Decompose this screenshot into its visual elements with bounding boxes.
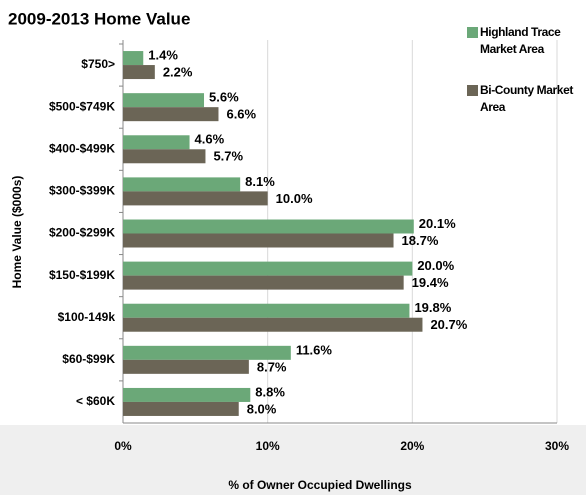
bar [123,51,144,66]
bar [123,233,394,248]
bar [123,93,205,108]
data-label: 19.8% [414,300,451,315]
data-label: 8.1% [245,174,275,189]
bar [123,261,413,276]
data-label: 20.7% [430,317,467,332]
data-label: 11.6% [296,342,333,357]
x-tick-label: 20% [400,439,424,453]
data-label: 5.6% [209,90,239,105]
data-label: 1.4% [148,47,178,62]
bar [123,219,414,234]
data-label: 8.7% [257,359,287,374]
plot-background [0,0,586,425]
legend-swatch [467,27,478,38]
bar [123,401,239,416]
y-tick-label: $400-$499K [49,141,115,155]
x-tick-label: 0% [114,439,132,453]
bar [123,387,251,402]
y-tick-label: $60-$99K [62,352,115,366]
y-tick-label: $100-149k [58,310,116,324]
bar [123,65,155,80]
legend-swatch [467,85,478,96]
bar [123,191,268,206]
chart-title: 2009-2013 Home Value [8,9,190,28]
data-label: 4.6% [195,132,225,147]
data-label: 6.6% [226,107,256,122]
bar [123,359,249,374]
y-tick-label: $150-$199K [49,268,115,282]
bar [123,303,410,318]
y-tick-label: < $60K [76,394,115,408]
data-label: 5.7% [213,149,243,164]
bar [123,275,404,290]
bar [123,317,423,332]
bar [123,107,219,122]
y-tick-label: $300-$399K [49,184,115,198]
y-axis-title: Home Value ($000s) [10,176,24,289]
x-tick-label: 30% [545,439,569,453]
y-tick-label: $200-$299K [49,226,115,240]
x-axis-title: % of Owner Occupied Dwellings [228,478,412,492]
data-label: 20.1% [419,216,456,231]
data-label: 8.0% [247,401,277,416]
data-label: 10.0% [276,191,313,206]
y-tick-label: $750> [81,57,115,71]
data-label: 2.2% [163,64,193,79]
legend-label: Bi-County Market Area [480,83,573,114]
data-label: 18.7% [402,233,439,248]
x-tick-label: 10% [256,439,280,453]
bar [123,345,291,360]
data-label: 19.4% [412,275,449,290]
bar [123,177,241,192]
legend-label: Highland Trace Market Area [480,25,561,56]
data-label: 20.0% [417,258,454,273]
bar [123,149,206,164]
bar [123,135,190,150]
y-tick-label: $500-$749K [49,99,115,113]
data-label: 8.8% [255,384,285,399]
